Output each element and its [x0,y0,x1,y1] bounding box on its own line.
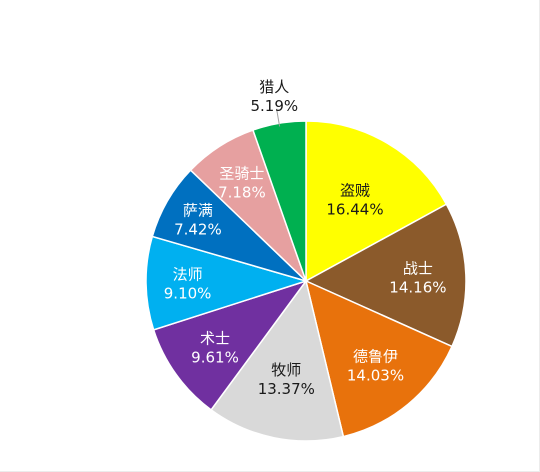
slice-value-label: 7.18% [218,183,266,201]
slice-value-label: 13.37% [258,380,315,398]
pie-slice-2 [304,203,467,348]
slice-value-label: 5.19% [250,97,298,115]
slice-value-label: 7.42% [174,221,222,239]
slice-value-label: 9.10% [164,285,212,303]
slice-name-label: 术士 [200,329,230,347]
slice-name-label: 猎人 [259,78,289,96]
slice-value-label: 9.61% [191,348,239,366]
slice-value-label: 14.03% [347,367,404,385]
leader-line [276,108,281,127]
pie-slice-1 [305,120,448,283]
pie-slice-3 [304,279,453,438]
slice-name-label: 战士 [403,260,433,278]
slice-name-label: 法师 [173,266,203,284]
slice-value-label: 14.16% [389,279,446,297]
slice-value-label: 16.44% [326,200,383,218]
slice-name-label: 圣骑士 [219,164,264,182]
pie-slice-4 [210,279,345,442]
slice-name-label: 萨满 [183,202,213,220]
pie-slices [145,120,467,442]
slice-name-label: 牧师 [271,361,301,379]
pie-slice-6 [145,235,309,331]
slice-name-label: 盗贼 [340,181,370,199]
slice-name-label: 德鲁伊 [353,348,398,366]
pie-slice-5 [152,279,308,411]
